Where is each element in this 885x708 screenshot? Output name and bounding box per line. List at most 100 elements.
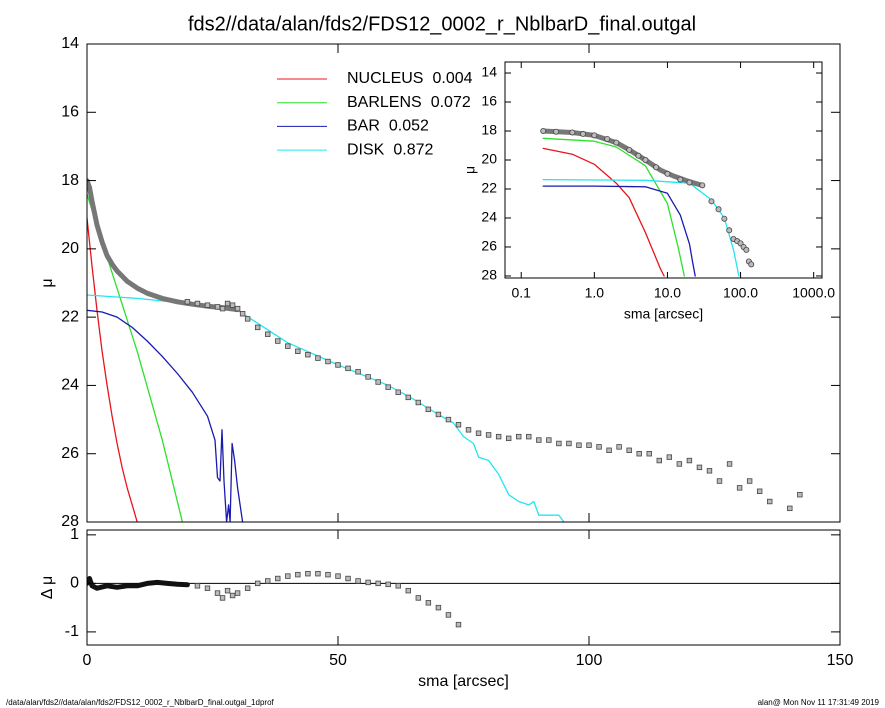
data-point: [285, 343, 291, 349]
y-tick-label: 28: [481, 267, 497, 283]
x-tick-label: 100: [576, 652, 603, 669]
data-point: [706, 468, 713, 474]
data-point: [576, 442, 582, 448]
data-point: [275, 575, 281, 582]
data-point: [335, 573, 341, 579]
data-point: [626, 447, 632, 453]
data-point: [214, 304, 221, 310]
data-point: [748, 261, 755, 268]
data-point: [435, 604, 442, 611]
legend-fraction: 0.072: [431, 94, 471, 111]
data-point: [375, 379, 381, 385]
y-tick-label: -1: [65, 623, 79, 640]
plot-frame: [86, 529, 841, 646]
data-point: [516, 433, 522, 440]
data-point: [604, 135, 611, 142]
y-tick-label: 14: [61, 35, 79, 52]
y-tick-label: 20: [61, 240, 79, 257]
data-point: [455, 621, 462, 628]
data-point: [234, 590, 241, 596]
data-point: [239, 311, 246, 317]
data-point: [244, 585, 251, 591]
data-point: [756, 488, 763, 494]
data-point: [465, 427, 472, 433]
data-point: [526, 433, 532, 440]
data-point: [295, 348, 301, 354]
y-tick-label: 18: [481, 122, 497, 138]
x-tick-label: 100.0: [723, 285, 758, 301]
data-point: [229, 302, 236, 308]
y-tick-label: 20: [481, 151, 497, 167]
data-point: [636, 451, 642, 457]
x-tick-label: 1.0: [585, 285, 605, 301]
y-tick-label: 1: [70, 526, 79, 543]
data-point: [686, 179, 693, 186]
legend-fraction: 0.872: [393, 141, 433, 158]
legend-label: NUCLEUS: [347, 70, 423, 87]
data-point: [686, 457, 693, 464]
plot-content: [540, 128, 755, 277]
data-point: [677, 176, 684, 183]
y-tick-label: 24: [61, 377, 79, 394]
legend-label: DISK: [347, 141, 385, 158]
data-point: [716, 478, 723, 484]
y-tick-label: 14: [481, 64, 497, 80]
data-point: [405, 587, 411, 594]
data-point: [415, 399, 422, 406]
data-point: [715, 206, 722, 213]
data-point: [743, 246, 750, 253]
data-point: [485, 432, 492, 438]
data-point: [415, 595, 422, 601]
data-point: [726, 461, 733, 467]
data-point: [626, 146, 633, 153]
data-point: [254, 580, 261, 587]
data-point: [445, 416, 452, 423]
data-point: [265, 578, 271, 584]
data-point: [699, 182, 706, 189]
data-point: [229, 592, 236, 599]
data-point: [540, 128, 547, 135]
data-point: [596, 444, 602, 450]
data-point: [646, 451, 652, 457]
data-point: [275, 338, 281, 344]
data-point: [345, 365, 351, 372]
data-point: [295, 571, 301, 578]
data-point: [591, 132, 598, 139]
footer-left: /data/alan/fds2//data/alan/fds2/FDS12_00…: [6, 698, 275, 707]
data-point: [726, 227, 733, 234]
plot-frame: [504, 61, 823, 279]
data-point: [385, 581, 391, 588]
x-tick-label: 0: [83, 652, 92, 669]
data-point: [204, 585, 211, 591]
data-point: [455, 421, 462, 428]
data-point: [635, 152, 642, 159]
data-point: [355, 369, 361, 375]
data-point: [569, 129, 576, 136]
data-point: [642, 156, 649, 163]
data-point: [254, 324, 261, 331]
component-line: [542, 147, 665, 277]
x-axis-label: sma [arcsec]: [418, 673, 509, 690]
y-tick-label: 22: [481, 180, 497, 196]
data-point: [721, 215, 728, 222]
x-axis-label: sma [arcsec]: [624, 306, 703, 322]
data-point: [546, 437, 552, 443]
data-point: [616, 444, 622, 450]
data-point: [606, 447, 612, 453]
data-point: [305, 351, 311, 358]
x-tick-label: 50: [329, 652, 347, 669]
data-point: [219, 305, 226, 312]
data-point: [586, 442, 592, 448]
data-point: [475, 430, 482, 436]
data-point: [219, 595, 226, 601]
plot-frame: [86, 43, 841, 523]
data-point: [345, 575, 351, 582]
x-tick-label: 10.0: [654, 285, 681, 301]
data-point: [495, 433, 502, 440]
plot-area: [87, 530, 840, 645]
data-point: [335, 362, 341, 368]
data-point: [425, 600, 432, 606]
data-point: [325, 571, 331, 578]
data-point: [435, 411, 442, 418]
